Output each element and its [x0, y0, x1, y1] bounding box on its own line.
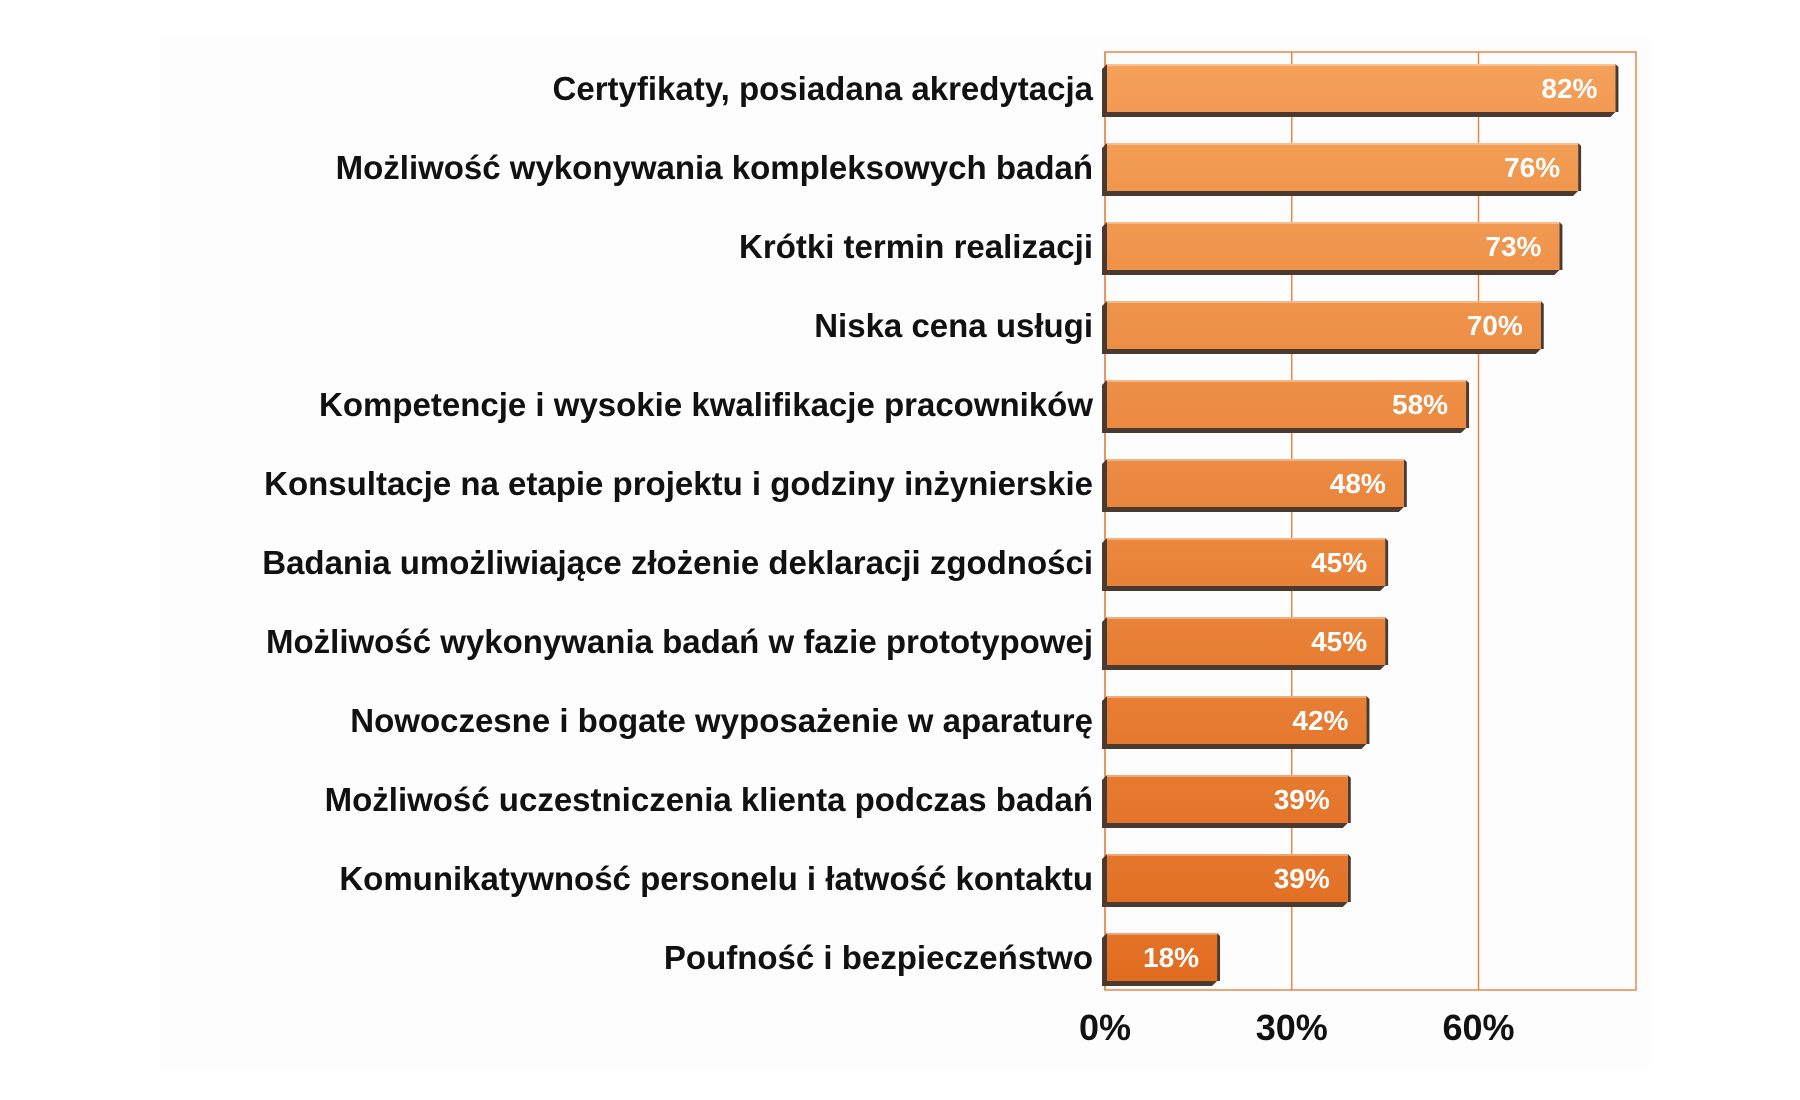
- category-label: Nowoczesne i bogate wyposażenie w aparat…: [350, 702, 1093, 739]
- category-label: Niska cena usługi: [814, 307, 1093, 344]
- bar-edge: [1615, 64, 1619, 112]
- category-label: Kompetencje i wysokie kwalifikacje praco…: [319, 386, 1093, 423]
- bar-1: [1107, 64, 1616, 112]
- bar-value-label: 39%: [1274, 863, 1330, 894]
- bar-edge: [1385, 538, 1389, 586]
- bar-edge: [1403, 459, 1407, 507]
- bar-value-label: 45%: [1311, 547, 1367, 578]
- category-label: Krótki termin realizacji: [739, 228, 1093, 265]
- bar-group-10: [1102, 775, 1351, 828]
- category-label: Certyfikaty, posiadana akredytacja: [553, 70, 1094, 107]
- bar-2: [1107, 143, 1579, 191]
- bar-group-5: [1102, 380, 1470, 433]
- bar-5: [1107, 380, 1467, 428]
- bar-edge: [1385, 617, 1389, 665]
- bar-group-12: [1102, 933, 1221, 986]
- bar-group-3: [1102, 222, 1563, 275]
- bar-value-label: 73%: [1485, 231, 1541, 262]
- bar-value-label: 45%: [1311, 626, 1367, 657]
- bar-value-label: 39%: [1274, 784, 1330, 815]
- bar-value-label: 58%: [1392, 389, 1448, 420]
- bar-value-label: 18%: [1143, 942, 1199, 973]
- bar-edge: [1466, 380, 1470, 428]
- bar-edge: [1366, 696, 1370, 744]
- bar-value-label: 48%: [1330, 468, 1386, 499]
- bar-edge: [1217, 933, 1221, 981]
- bar-value-label: 82%: [1541, 73, 1597, 104]
- bar-group-9: [1102, 696, 1370, 749]
- bar-6: [1107, 459, 1404, 507]
- bar-4: [1107, 301, 1541, 349]
- bar-group-1: [1102, 64, 1619, 117]
- bar-12: [1107, 933, 1218, 981]
- bar-edge: [1347, 775, 1351, 823]
- bar-group-8: [1102, 617, 1389, 670]
- bar-7: [1107, 538, 1386, 586]
- category-label: Możliwość wykonywania badań w fazie prot…: [266, 623, 1093, 660]
- bar-value-label: 76%: [1504, 152, 1560, 183]
- category-label: Komunikatywność personelu i łatwość kont…: [339, 860, 1093, 897]
- bar-edge: [1559, 222, 1563, 270]
- bar-edge: [1347, 854, 1351, 902]
- bar-edge: [1578, 143, 1582, 191]
- bar-group-6: [1102, 459, 1407, 512]
- category-label: Konsultacje na etapie projektu i godziny…: [264, 465, 1093, 502]
- x-tick-label: 0%: [1079, 1007, 1131, 1048]
- bar-group-7: [1102, 538, 1389, 591]
- bar-group-2: [1102, 143, 1582, 196]
- bar-edge: [1540, 301, 1544, 349]
- bar-value-label: 42%: [1292, 705, 1348, 736]
- bar-8: [1107, 617, 1386, 665]
- bar-3: [1107, 222, 1560, 270]
- category-label: Poufność i bezpieczeństwo: [664, 939, 1093, 976]
- bar-group-11: [1102, 854, 1351, 907]
- x-tick-label: 60%: [1442, 1007, 1514, 1048]
- x-tick-label: 30%: [1256, 1007, 1328, 1048]
- category-label: Możliwość uczestniczenia klienta podczas…: [325, 781, 1093, 818]
- bar-group-4: [1102, 301, 1544, 354]
- category-label: Badania umożliwiające złożenie deklaracj…: [262, 544, 1093, 581]
- bar-value-label: 70%: [1467, 310, 1523, 341]
- bar-11: [1107, 854, 1348, 902]
- category-label: Możliwość wykonywania kompleksowych bada…: [336, 149, 1093, 186]
- bar-10: [1107, 775, 1348, 823]
- chart-background: [160, 38, 1650, 1068]
- bar-9: [1107, 696, 1367, 744]
